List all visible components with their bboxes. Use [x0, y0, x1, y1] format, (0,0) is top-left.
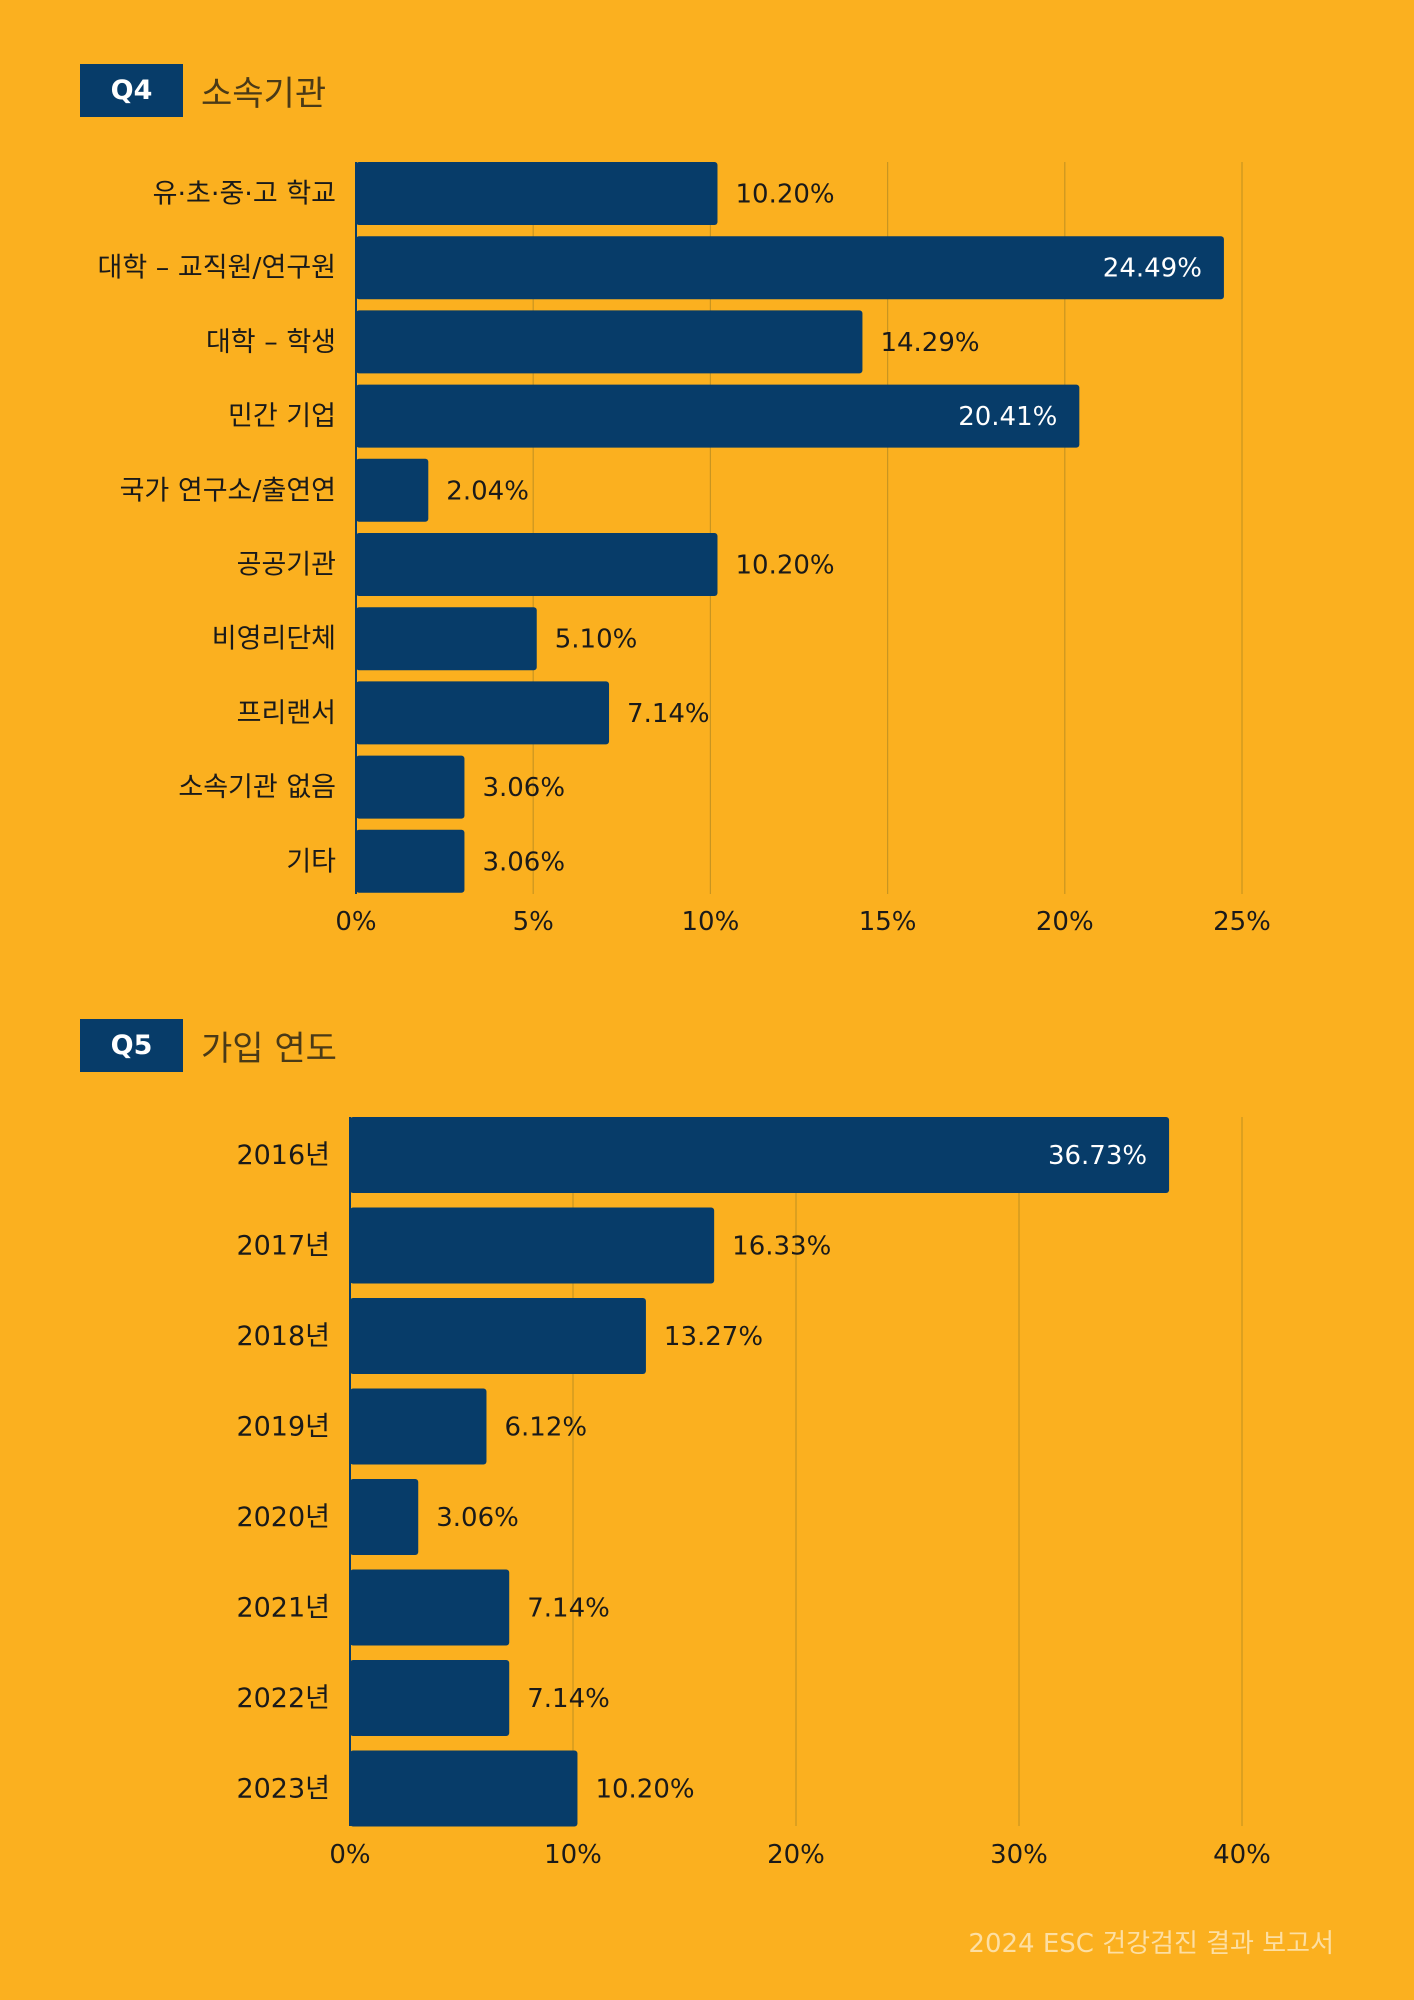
value-label: 10.20%	[735, 180, 834, 210]
bar	[356, 607, 537, 671]
bar	[350, 1479, 419, 1555]
category-label: 2022년	[236, 1683, 330, 1714]
bar	[350, 1660, 510, 1736]
value-label: 6.12%	[504, 1413, 587, 1443]
value-label: 36.73%	[1048, 1141, 1147, 1171]
category-label: 기타	[286, 846, 336, 877]
x-tick-label: 10%	[544, 1840, 602, 1870]
value-label: 13.27%	[664, 1322, 763, 1352]
bar	[356, 310, 863, 374]
bar	[356, 755, 465, 819]
x-tick-label: 30%	[990, 1840, 1048, 1870]
x-tick-label: 40%	[1213, 1840, 1271, 1870]
bar	[356, 681, 610, 745]
q4-header: Q4 소속기관	[80, 64, 326, 117]
category-label: 프리랜서	[237, 698, 336, 729]
value-label: 24.49%	[1103, 254, 1202, 284]
x-tick-label: 0%	[329, 1840, 370, 1870]
value-label: 2.04%	[446, 476, 529, 506]
bar	[356, 384, 1080, 448]
q4-badge: Q4	[80, 64, 183, 117]
q4-bar-chart: 0% 5% 10% 15% 20% 25% 유·초·중·고 학교 10.20% 대학 – 교직원…	[98, 162, 1271, 937]
category-label: 유·초·중·고 학교	[153, 179, 336, 210]
bar	[350, 1207, 715, 1284]
bar	[356, 162, 718, 225]
value-label: 20.41%	[958, 402, 1057, 432]
report-footer: 2024 ESC 건강검진 결과 보고서	[968, 1929, 1334, 1959]
x-tick-label: 15%	[859, 907, 917, 937]
x-tick-label: 20%	[1036, 907, 1094, 937]
category-label: 2019년	[236, 1412, 330, 1443]
category-label: 2018년	[236, 1321, 330, 1352]
value-label: 7.14%	[527, 1594, 610, 1624]
value-label: 7.14%	[627, 699, 710, 729]
category-label: 2023년	[236, 1774, 330, 1805]
q5-header: Q5 가입 연도	[80, 1019, 337, 1072]
value-label: 14.29%	[880, 328, 979, 358]
bar	[356, 458, 429, 522]
category-label: 민간 기업	[228, 401, 336, 432]
value-label: 5.10%	[555, 625, 638, 655]
x-tick-label: 25%	[1213, 907, 1271, 937]
value-label: 16.33%	[732, 1232, 831, 1262]
x-tick-label: 20%	[767, 1840, 825, 1870]
category-label: 2021년	[236, 1593, 330, 1624]
bar	[350, 1388, 487, 1465]
value-label: 10.20%	[735, 551, 834, 581]
category-label: 공공기관	[237, 550, 336, 581]
category-label: 비영리단체	[212, 624, 336, 655]
x-tick-label: 0%	[335, 907, 376, 937]
category-label: 2016년	[236, 1140, 330, 1171]
q5-title: 가입 연도	[201, 1029, 337, 1069]
x-tick-label: 5%	[513, 907, 554, 937]
bar	[350, 1569, 510, 1646]
value-label: 10.20%	[595, 1775, 694, 1805]
category-label: 2020년	[236, 1502, 330, 1533]
value-label: 3.06%	[482, 847, 565, 877]
bar	[356, 829, 465, 893]
category-label: 소속기관 없음	[178, 772, 336, 803]
bar	[350, 1750, 578, 1827]
category-label: 대학 – 교직원/연구원	[98, 253, 336, 284]
category-label: 국가 연구소/출연연	[120, 475, 336, 506]
category-label: 2017년	[236, 1231, 330, 1262]
value-label: 3.06%	[482, 773, 565, 803]
value-label: 7.14%	[527, 1684, 610, 1714]
q5-badge: Q5	[80, 1019, 183, 1072]
q4-title: 소속기관	[201, 74, 327, 114]
value-label: 3.06%	[436, 1503, 519, 1533]
bar	[356, 533, 718, 596]
category-label: 대학 – 학생	[206, 327, 336, 358]
bar	[350, 1117, 1170, 1193]
bar	[350, 1298, 646, 1374]
q5-bar-chart: 0% 10% 20% 30% 40% 2016년 36.73% 2017년 16.33% 2018…	[236, 1117, 1271, 1870]
bar	[356, 236, 1224, 300]
x-tick-label: 10%	[682, 907, 740, 937]
